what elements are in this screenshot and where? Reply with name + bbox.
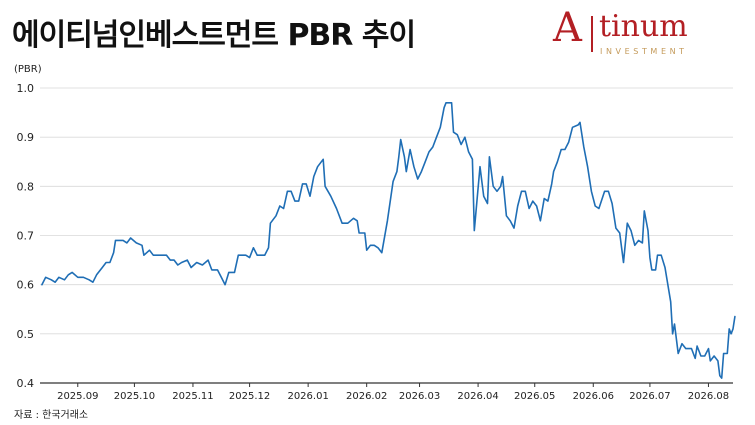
atinum-logo: A tinum INVESTMENT	[553, 8, 743, 64]
logo-mark: A	[553, 5, 582, 51]
logo-word: tinum	[599, 9, 688, 44]
y-tick-label: 0.8	[17, 180, 35, 193]
x-tick-label: 2025.09	[57, 391, 98, 402]
y-axis-ticks: 0.4 0.5 0.6 0.7 0.8 0.9 1.0	[17, 82, 35, 390]
pbr-series-line	[41, 102, 736, 379]
x-tick-label: 2026.07	[629, 391, 670, 402]
y-axis-unit-label: (PBR)	[14, 64, 42, 75]
y-tick-label: 0.7	[17, 230, 35, 243]
y-tick-label: 1.0	[17, 82, 35, 95]
source-note: 자료 : 한국거래소	[14, 410, 89, 421]
x-tick-label: 2026.04	[457, 391, 498, 402]
x-tick-label: 2026.06	[573, 391, 614, 402]
x-tick-label: 2026.01	[287, 391, 328, 402]
chart-title: 에이티넘인베스트먼트 PBR 추이	[12, 18, 416, 53]
series-group	[41, 102, 736, 379]
x-axis-ticks: 2025.09 2025.10 2025.11 2025.12 2026.01 2026.…	[57, 383, 729, 402]
y-tick-label: 0.5	[17, 328, 35, 341]
logo-divider	[591, 16, 593, 52]
x-tick-label: 2026.05	[514, 391, 555, 402]
x-tick-label: 2025.12	[229, 391, 270, 402]
x-tick-label: 2026.08	[688, 391, 729, 402]
y-tick-label: 0.4	[17, 377, 35, 390]
x-tick-label: 2026.03	[399, 391, 440, 402]
x-tick-label: 2025.10	[114, 391, 155, 402]
y-tick-label: 0.9	[17, 131, 35, 144]
x-tick-label: 2025.11	[172, 391, 213, 402]
chart-grid	[40, 87, 733, 384]
logo-subtitle: INVESTMENT	[600, 47, 688, 56]
y-tick-label: 0.6	[17, 279, 35, 292]
x-tick-label: 2026.02	[346, 391, 387, 402]
